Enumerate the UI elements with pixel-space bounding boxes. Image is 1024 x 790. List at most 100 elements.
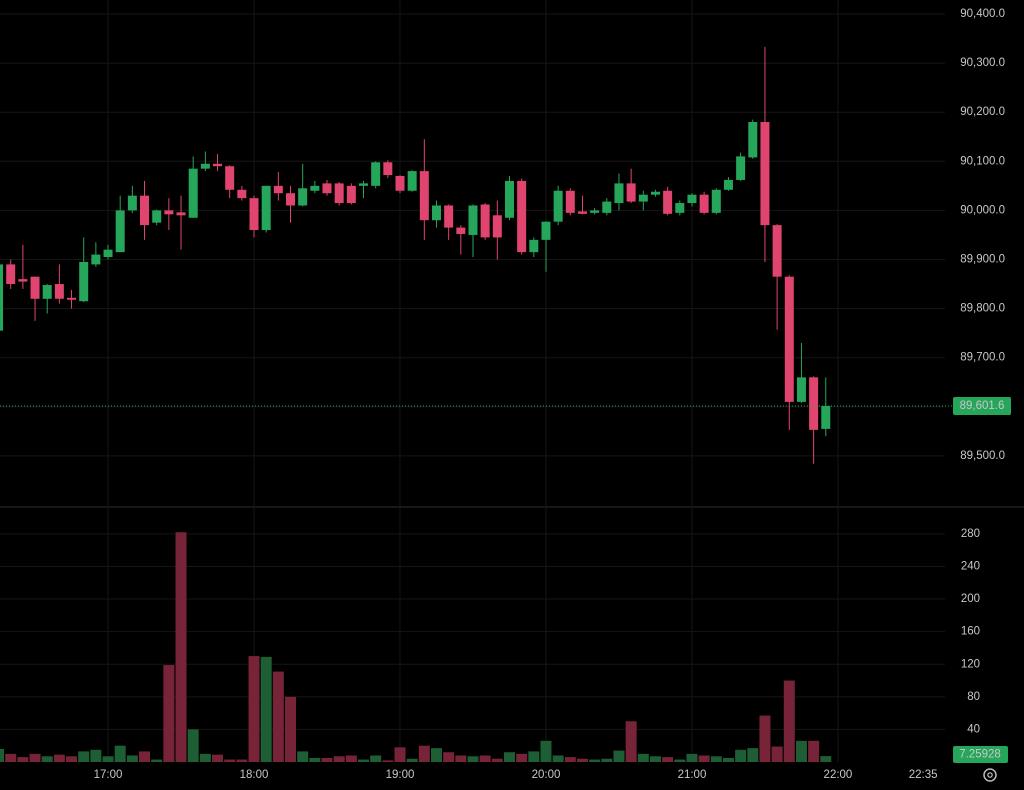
volume-bar xyxy=(139,751,151,762)
volume-bar xyxy=(418,745,430,762)
candle-body xyxy=(358,183,368,186)
volume-bar xyxy=(175,532,187,762)
candle-body xyxy=(334,183,344,204)
candle-body xyxy=(30,276,40,299)
candle-body xyxy=(249,198,259,231)
volume-bar xyxy=(540,740,552,762)
candle-body xyxy=(322,183,332,194)
candle-body xyxy=(663,190,673,214)
volume-bar xyxy=(126,755,138,762)
volume-bar xyxy=(370,755,382,762)
candle-body xyxy=(54,284,64,299)
volume-bar xyxy=(625,721,637,762)
volume-bar xyxy=(649,756,661,762)
volume-bar xyxy=(735,749,747,762)
volume-bar xyxy=(674,759,686,762)
candle-body xyxy=(383,162,393,176)
volume-bar xyxy=(272,671,284,762)
volume-bar xyxy=(5,753,17,762)
candle-body xyxy=(699,194,709,213)
volume-bar xyxy=(41,756,53,762)
volume-bar xyxy=(820,756,832,762)
candle-body xyxy=(784,276,794,402)
volume-bar xyxy=(248,656,260,762)
candle-body xyxy=(444,205,454,228)
candle-body xyxy=(553,190,563,222)
volume-bar xyxy=(151,759,163,762)
volume-bar xyxy=(236,759,248,762)
candle-body xyxy=(504,180,514,218)
candle-body xyxy=(200,163,210,169)
candle-body xyxy=(687,194,697,204)
x-tick-label: 20:00 xyxy=(532,769,561,781)
volume-bar xyxy=(297,751,309,762)
candle-body xyxy=(42,285,52,299)
y2-tick-label: 240 xyxy=(961,561,980,573)
settings-gear-center[interactable] xyxy=(987,772,993,778)
candle-body xyxy=(127,195,137,211)
volume-bar xyxy=(285,696,297,762)
volume-bar xyxy=(443,752,455,762)
volume-bar xyxy=(503,752,515,762)
volume-bar xyxy=(394,747,406,762)
settings-icon[interactable] xyxy=(983,768,997,782)
volume-bar xyxy=(710,756,722,762)
candle-body xyxy=(91,254,101,265)
y-tick-label: 90,200.0 xyxy=(960,106,1005,118)
y2-tick-label: 120 xyxy=(961,658,980,670)
volume-bar xyxy=(66,756,78,762)
volume-bar xyxy=(78,751,90,762)
candle-body xyxy=(565,190,575,213)
candle-body xyxy=(492,215,502,238)
candle-body xyxy=(675,203,685,213)
volume-bar xyxy=(430,748,442,762)
candle-body xyxy=(772,225,782,277)
volume-bar xyxy=(795,740,807,762)
volume-bar xyxy=(771,746,783,762)
candle-body xyxy=(529,239,539,253)
candle-body xyxy=(480,204,490,238)
y2-tick-label: 200 xyxy=(961,593,980,605)
candle-body xyxy=(310,185,320,191)
y2-tick-label: 160 xyxy=(961,626,980,638)
volume-bar xyxy=(516,753,528,762)
volume-bar xyxy=(564,757,576,762)
last-volume-label: 7.25928 xyxy=(959,749,1001,761)
volume-bar xyxy=(637,753,649,762)
candle-body xyxy=(760,122,770,226)
volume-bar xyxy=(722,757,734,762)
y-tick-label: 90,100.0 xyxy=(960,155,1005,167)
x-tick-label: 21:00 xyxy=(678,769,707,781)
x-tick-label: 18:00 xyxy=(240,769,269,781)
volume-bar xyxy=(163,665,175,762)
y2-tick-label: 280 xyxy=(961,528,980,540)
candle-body xyxy=(626,183,636,202)
candle-body xyxy=(6,264,16,285)
y-tick-label: 90,000.0 xyxy=(960,204,1005,216)
candle-body xyxy=(67,297,77,300)
settings-gear[interactable] xyxy=(983,768,997,782)
candle-body xyxy=(103,249,113,258)
candle-body xyxy=(261,185,271,231)
candle-body xyxy=(650,191,660,195)
y-tick-label: 89,700.0 xyxy=(960,352,1005,364)
volume-bar xyxy=(552,755,564,762)
volume-bar xyxy=(686,753,698,762)
candle-body xyxy=(0,264,4,331)
volume-bar xyxy=(224,759,236,762)
time-marker-label: 22:35 xyxy=(909,769,938,781)
volume-bar xyxy=(759,715,771,762)
y2-tick-label: 40 xyxy=(967,723,980,735)
candle-body xyxy=(419,171,429,221)
volume-bar xyxy=(662,757,674,762)
volume-bar xyxy=(382,760,394,762)
volume-bar xyxy=(212,754,224,762)
candle-body xyxy=(821,406,831,429)
candle-body xyxy=(541,221,551,240)
candle-body xyxy=(18,279,28,282)
volume-bar xyxy=(357,759,369,762)
candle-body xyxy=(809,377,819,430)
volume-bar xyxy=(29,753,41,762)
volume-bar xyxy=(53,754,65,762)
volume-bar xyxy=(467,756,479,762)
